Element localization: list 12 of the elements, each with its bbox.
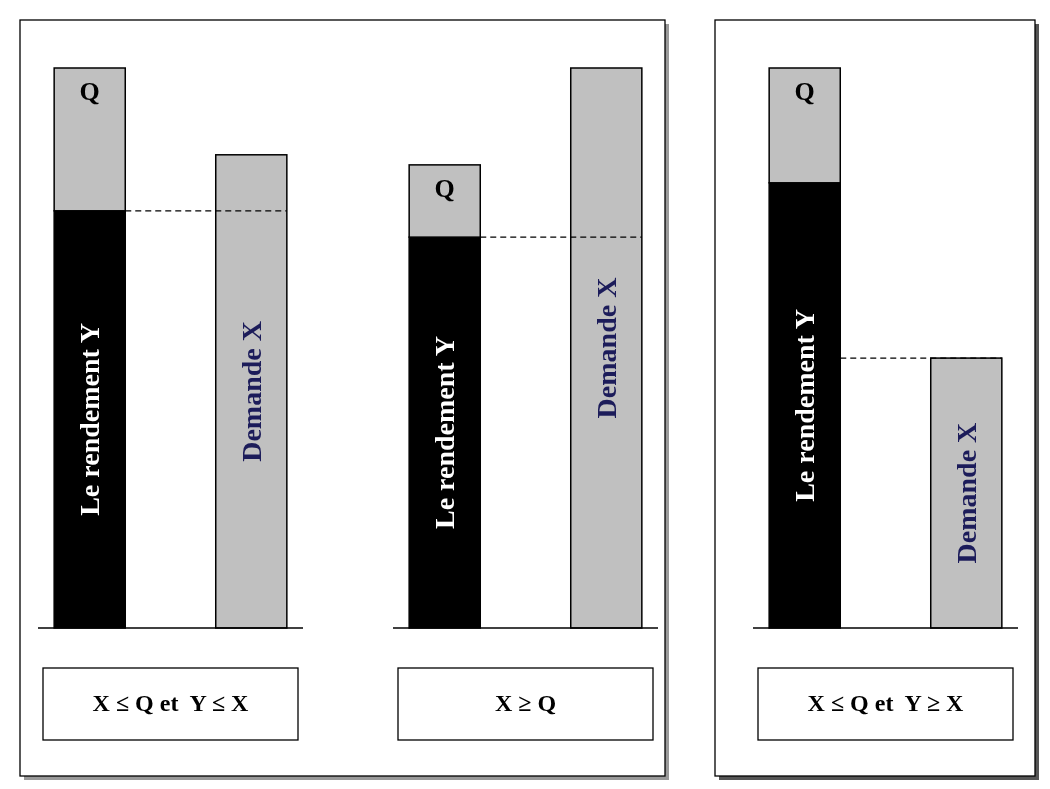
series-label: Le rendement Y [74, 322, 106, 516]
text: X ≤ Q et Y ≥ X [807, 690, 965, 716]
series-label: Q [434, 173, 455, 203]
text: X ≥ Q [494, 690, 557, 716]
series-label: Demande X [235, 321, 267, 462]
series-label: Q [79, 77, 100, 106]
series-label: Le rendement Y [789, 308, 821, 502]
series-label: Demande X [590, 277, 622, 419]
series-label: Q [794, 77, 815, 106]
series-label: Le rendement Y [429, 336, 461, 529]
series-label: Demande X [950, 422, 982, 564]
text: X ≤ Q et Y ≤ X [92, 690, 250, 716]
